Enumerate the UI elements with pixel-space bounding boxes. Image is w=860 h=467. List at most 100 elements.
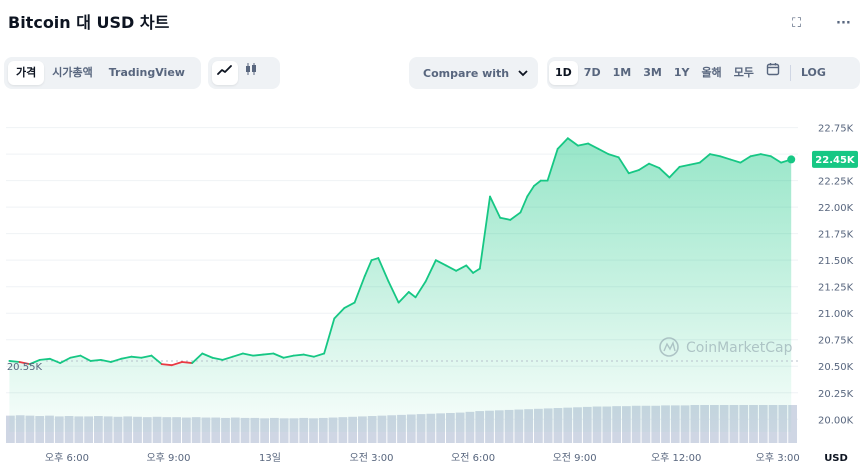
price-line-segment xyxy=(729,158,742,164)
price-line-segment xyxy=(526,185,535,198)
price-line-segment xyxy=(489,195,502,219)
price-line-segment xyxy=(191,352,204,364)
log-scale-toggle[interactable]: LOG xyxy=(800,66,826,79)
price-line-segment xyxy=(414,280,427,299)
price-line-segment xyxy=(28,358,41,366)
price-line-segment xyxy=(709,153,722,158)
price-line-segment xyxy=(509,211,522,221)
price-line-segment xyxy=(499,216,512,221)
tab-price[interactable]: 가격 xyxy=(8,61,45,85)
y-tick-label: 20.50K xyxy=(818,362,854,373)
coinmarketcap-logo-icon xyxy=(659,337,679,357)
candlestick-icon[interactable] xyxy=(238,61,264,85)
y-axis: 22.75K22.50K22.25K22.00K21.75K21.50K21.2… xyxy=(818,124,854,427)
price-line-segment xyxy=(638,162,650,171)
price-line-segment xyxy=(160,363,173,367)
y-tick-label: 22.00K xyxy=(818,203,854,214)
calendar-icon[interactable] xyxy=(760,61,786,85)
price-line-segment xyxy=(770,155,782,164)
price-line-segment xyxy=(377,257,390,283)
price-line-segment xyxy=(8,360,21,363)
price-line-segment xyxy=(387,280,400,304)
more-options-icon[interactable]: ··· xyxy=(836,16,851,31)
price-chart[interactable]: CoinMarketCap 22.75K22.50K22.25K22.00K21… xyxy=(0,97,860,467)
y-tick-label: 22.25K xyxy=(818,177,854,188)
price-line-segment xyxy=(170,361,183,367)
range-7d[interactable]: 7D xyxy=(583,66,601,79)
chevron-down-icon xyxy=(518,67,528,80)
compare-label: Compare with xyxy=(423,66,510,80)
price-line-segment xyxy=(678,163,691,168)
price-line-segment xyxy=(465,264,474,274)
price-line-segment xyxy=(648,162,661,169)
tab-tradingview[interactable]: TradingView xyxy=(108,66,185,79)
price-line-segment xyxy=(698,153,711,164)
tab-market-cap[interactable]: 시가총액 xyxy=(52,66,93,79)
price-line-segment xyxy=(89,358,102,362)
y-tick-label: 22.75K xyxy=(818,124,854,135)
y-tick-label: 21.00K xyxy=(818,309,854,320)
current-price-label: 22.45K xyxy=(815,155,856,166)
range-1d[interactable]: 1D xyxy=(549,61,578,85)
price-line-segment xyxy=(556,137,569,150)
x-tick-label: 오후 3:00 xyxy=(756,452,800,464)
range-ytd[interactable]: 올해 xyxy=(701,66,722,79)
price-line-segment xyxy=(478,195,491,270)
price-line-segment xyxy=(445,264,458,272)
y-tick-label: 20.00K xyxy=(818,415,854,426)
y-tick-label: 20.75K xyxy=(818,336,854,347)
compare-dropdown[interactable]: Compare with xyxy=(409,57,538,89)
price-line-segment xyxy=(221,355,234,361)
price-line-segment xyxy=(566,137,579,147)
price-line-segment xyxy=(353,275,366,304)
price-line-segment xyxy=(546,147,559,182)
watermark: CoinMarketCap xyxy=(659,337,793,357)
price-line-segment xyxy=(211,356,224,361)
price-line-segment xyxy=(181,361,194,364)
price-area-fill xyxy=(9,138,792,432)
price-line-segment xyxy=(99,358,112,363)
open-price-label: 20.55K xyxy=(7,362,43,373)
current-price-dot xyxy=(787,155,796,164)
x-tick-label: 오후 6:00 xyxy=(45,452,89,464)
price-line-segment xyxy=(719,155,732,161)
x-tick-label: 오전 3:00 xyxy=(350,452,394,464)
price-line-segment xyxy=(424,259,437,283)
price-line-segment xyxy=(617,156,630,175)
price-line-segment xyxy=(231,352,244,358)
page-title: Bitcoin 대 USD 차트 xyxy=(8,13,170,32)
price-line-segment xyxy=(363,259,373,277)
price-line-segment xyxy=(627,169,640,175)
line-chart-icon[interactable] xyxy=(212,61,238,85)
price-line-segment xyxy=(607,153,620,159)
price-line-segment xyxy=(130,355,143,359)
price-line-segment xyxy=(739,155,752,164)
current-price-tag: 22.45K xyxy=(812,150,858,168)
price-line-segment xyxy=(472,267,481,274)
price-line-segment xyxy=(201,352,214,359)
price-line-segment xyxy=(397,291,410,304)
range-1y[interactable]: 1Y xyxy=(673,66,690,79)
y-tick-label: 21.50K xyxy=(818,256,854,267)
x-tick-label: 오전 9:00 xyxy=(553,452,597,464)
fullscreen-icon[interactable]: ⛶ xyxy=(792,16,802,31)
price-line-segment xyxy=(434,259,447,267)
y-tick-label: 21.25K xyxy=(818,283,854,294)
range-3m[interactable]: 3M xyxy=(643,66,662,79)
price-line-segment xyxy=(302,353,315,358)
y-tick-label: 21.75K xyxy=(818,230,854,241)
price-line-segment xyxy=(120,355,133,360)
price-line-segment xyxy=(323,317,336,355)
y-tick-label: 20.25K xyxy=(818,389,854,400)
price-line-segment xyxy=(282,354,295,359)
range-1m[interactable]: 1M xyxy=(612,66,632,79)
range-divider xyxy=(789,65,791,81)
x-tick-label: 오후 12:00 xyxy=(651,452,701,464)
view-tabs: 가격 시가총액 TradingView xyxy=(4,57,201,89)
price-line-segment xyxy=(370,257,380,262)
volume-bar xyxy=(788,405,797,443)
price-line-segment xyxy=(292,353,305,357)
range-all[interactable]: 모두 xyxy=(733,66,754,79)
price-line xyxy=(8,137,793,367)
x-axis: 오후 6:00 오후 9:00 13일 오전 3:00 오전 6:00 오전 9:00 오후… xyxy=(45,452,800,464)
